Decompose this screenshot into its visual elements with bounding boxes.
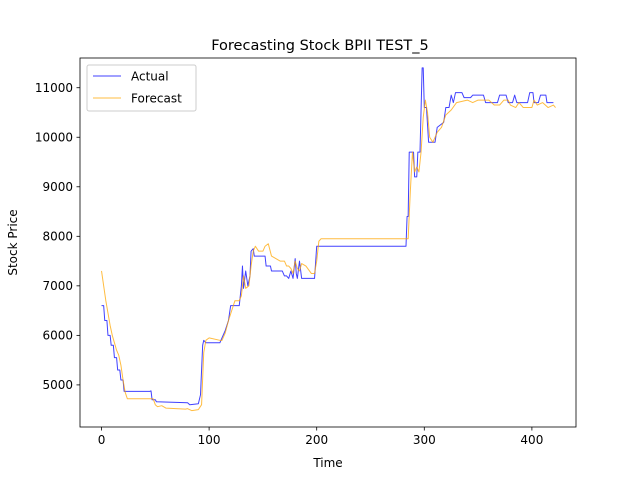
y-tick-label: 7000 bbox=[42, 279, 73, 293]
y-tick-label: 9000 bbox=[42, 180, 73, 194]
x-tick-label: 400 bbox=[520, 433, 543, 447]
y-tick-label: 6000 bbox=[42, 329, 73, 343]
y-tick-label: 5000 bbox=[42, 378, 73, 392]
x-tick-label: 200 bbox=[305, 433, 328, 447]
x-axis: 0 100 200 300 400 bbox=[98, 427, 543, 447]
series-line-actual bbox=[101, 67, 554, 406]
y-axis-label: Stock Price bbox=[6, 209, 20, 275]
y-axis: 5000 6000 7000 8000 9000 10000 11000 bbox=[35, 81, 80, 392]
plot-frame bbox=[79, 57, 577, 428]
y-tick-label: 11000 bbox=[35, 81, 73, 95]
x-tick-label: 100 bbox=[198, 433, 221, 447]
chart-title: Forecasting Stock BPII TEST_5 bbox=[211, 38, 429, 54]
y-tick-label: 10000 bbox=[35, 131, 73, 145]
series-line-forecast bbox=[101, 99, 556, 412]
legend: Actual Forecast bbox=[86, 64, 197, 112]
legend-label-actual: Actual bbox=[131, 70, 169, 84]
x-tick-label: 0 bbox=[98, 433, 106, 447]
series-layer bbox=[101, 67, 556, 412]
x-tick-label: 300 bbox=[413, 433, 436, 447]
x-axis-label: Time bbox=[312, 456, 342, 470]
plot-background bbox=[80, 58, 576, 427]
legend-label-forecast: Forecast bbox=[131, 92, 182, 106]
y-tick-label: 8000 bbox=[42, 230, 73, 244]
plot-area bbox=[79, 57, 577, 428]
